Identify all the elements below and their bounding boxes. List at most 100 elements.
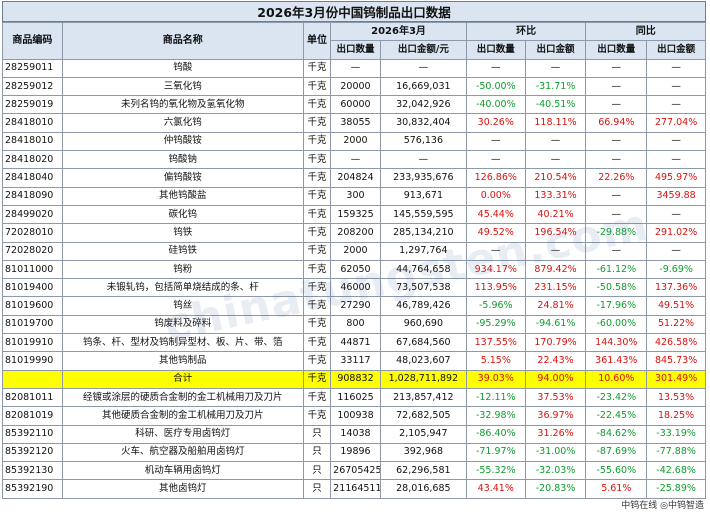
cell-yoy-qty: -61.12% [585, 259, 648, 280]
header-period: 2026年3月 [330, 21, 467, 42]
cell-code: 28259011 [2, 58, 63, 78]
cell-unit: 千克 [302, 241, 332, 261]
cell-amount: — [379, 150, 467, 170]
cell-unit: 只 [302, 479, 332, 499]
cell-unit: 千克 [302, 204, 332, 225]
cell-name: 偏钨酸铵 [61, 168, 304, 188]
cell-qty: 33117 [330, 351, 381, 371]
header-qty: 出口数量 [330, 40, 381, 60]
cell-unit: 千克 [302, 168, 332, 188]
cell-yoy-amt: 51.22% [646, 314, 706, 335]
cell-mom-amt: -94.61% [524, 314, 587, 335]
cell-qty: 26705425 [330, 461, 381, 481]
cell-mom-amt: 31.26% [524, 424, 587, 444]
cell-mom-qty: 39.03% [465, 369, 526, 389]
cell-code: 81019700 [2, 314, 63, 335]
header-amount: 出口金额/元 [379, 40, 467, 60]
cell-mom-qty: — [465, 131, 526, 152]
table-row: 28259012 三氧化钨 千克 20000 16,669,031 -50.00% -31.… [2, 76, 706, 97]
cell-qty: 60000 [330, 95, 381, 115]
cell-qty: 20000 [330, 76, 381, 97]
cell-amount: 213,857,412 [379, 387, 467, 408]
cell-amount: 30,832,404 [379, 113, 467, 133]
cell-yoy-amt: 277.04% [646, 113, 706, 133]
cell-yoy-qty: — [585, 58, 648, 78]
cell-code: 85392130 [2, 461, 63, 481]
cell-yoy-amt: 18.25% [646, 406, 706, 426]
cell-amount: 392,968 [379, 442, 467, 463]
cell-mom-amt: 24.81% [524, 296, 587, 316]
cell-yoy-qty: -55.60% [585, 461, 648, 481]
export-table: 商品编码 商品名称 单位 2026年3月 环比 同比 出口数量 出口金额/元 出… [2, 21, 706, 499]
cell-mom-qty: — [465, 58, 526, 78]
cell-unit: 千克 [302, 351, 332, 371]
table-row: 28259019 未列名钨的氧化物及氢氧化物 千克 60000 32,042,926 -4… [2, 95, 706, 115]
cell-qty: 908832 [330, 369, 381, 389]
cell-yoy-qty: 66.94% [585, 113, 648, 133]
cell-yoy-qty: — [585, 131, 648, 152]
cell-yoy-amt: — [646, 76, 706, 97]
cell-yoy-qty: -23.42% [585, 387, 648, 408]
cell-unit: 千克 [302, 76, 332, 97]
cell-mom-amt: — [524, 58, 587, 78]
cell-yoy-qty: -84.62% [585, 424, 648, 444]
cell-yoy-amt: 49.51% [646, 296, 706, 316]
table-row: 81019700 钨废料及碎料 千克 800 960,690 -95.29% -94.61%… [2, 314, 706, 335]
cell-yoy-qty: 144.30% [585, 333, 648, 353]
cell-mom-qty: — [465, 150, 526, 170]
cell-yoy-amt: -25.89% [646, 479, 706, 499]
table-row: 82081019 其他硬质合金制的金工机械用刀及刀片 千克 100938 72,682,… [2, 406, 706, 426]
cell-amount: 67,684,560 [379, 333, 467, 353]
cell-yoy-qty: -22.45% [585, 406, 648, 426]
footer-credit: 中钨在线 ◎中钨智造 [621, 498, 704, 511]
cell-mom-qty: 43.41% [465, 479, 526, 499]
cell-mom-amt: 170.79% [524, 333, 587, 353]
cell-mom-qty: 5.15% [465, 351, 526, 371]
cell-code: 85392110 [2, 424, 63, 444]
cell-code: 28418010 [2, 131, 63, 152]
cell-mom-qty: -50.00% [465, 76, 526, 97]
cell-yoy-amt: -9.69% [646, 259, 706, 280]
cell-unit: 千克 [302, 131, 332, 152]
cell-qty: 38055 [330, 113, 381, 133]
cell-mom-qty: 30.26% [465, 113, 526, 133]
cell-name: 碳化钨 [61, 204, 304, 225]
cell-unit: 千克 [302, 58, 332, 78]
cell-yoy-qty: 5.61% [585, 479, 648, 499]
cell-name: 其他硬质合金制的金工机械用刀及刀片 [61, 406, 304, 426]
cell-yoy-qty: -50.58% [585, 278, 648, 298]
table-row: 85392110 科研、医疗专用卤钨灯只 14038 2,105,947 -86.40%… [2, 424, 706, 444]
cell-unit: 千克 [302, 369, 332, 389]
cell-qty: 44871 [330, 333, 381, 353]
cell-yoy-amt: 426.58% [646, 333, 706, 353]
cell-qty: — [330, 58, 381, 78]
table-row: 81019910 钨条、杆、型材及钨制异型材、板、片、带、箔 千克 44871 67,6… [2, 333, 706, 353]
cell-name: 钨酸 [61, 58, 304, 78]
table-row: 85392190 其他卤钨灯只 21164511 28,016,685 43.41% -2… [2, 479, 706, 499]
cell-code: 81019990 [2, 351, 63, 371]
cell-unit: 千克 [302, 333, 332, 353]
cell-mom-amt: -31.71% [524, 76, 587, 97]
cell-amount: — [379, 58, 467, 78]
cell-name: 未列名钨的氧化物及氢氧化物 [61, 95, 304, 115]
cell-mom-amt: -40.51% [524, 95, 587, 115]
cell-unit: 只 [302, 461, 332, 481]
cell-mom-qty: -95.29% [465, 314, 526, 335]
cell-name: 仲钨酸铵 [61, 131, 304, 152]
cell-code: 28418040 [2, 168, 63, 188]
cell-unit: 千克 [302, 223, 332, 243]
cell-code: 28418010 [2, 113, 63, 133]
cell-amount: 48,023,607 [379, 351, 467, 371]
cell-mom-qty: -5.96% [465, 296, 526, 316]
table-row: 81019400 未锻轧钨，包括简单烧结成的条、杆 千克 46000 73,507,53… [2, 278, 706, 298]
cell-mom-amt: 37.53% [524, 387, 587, 408]
cell-amount: 145,559,595 [379, 204, 467, 225]
cell-mom-amt: 118.11% [524, 113, 587, 133]
cell-amount: 913,671 [379, 186, 467, 206]
cell-mom-amt: 22.43% [524, 351, 587, 371]
cell-amount: 32,042,926 [379, 95, 467, 115]
header-mom-amount: 出口金额 [524, 40, 587, 60]
cell-amount: 2,105,947 [379, 424, 467, 444]
cell-qty: 204824 [330, 168, 381, 188]
cell-yoy-qty: 22.26% [585, 168, 648, 188]
